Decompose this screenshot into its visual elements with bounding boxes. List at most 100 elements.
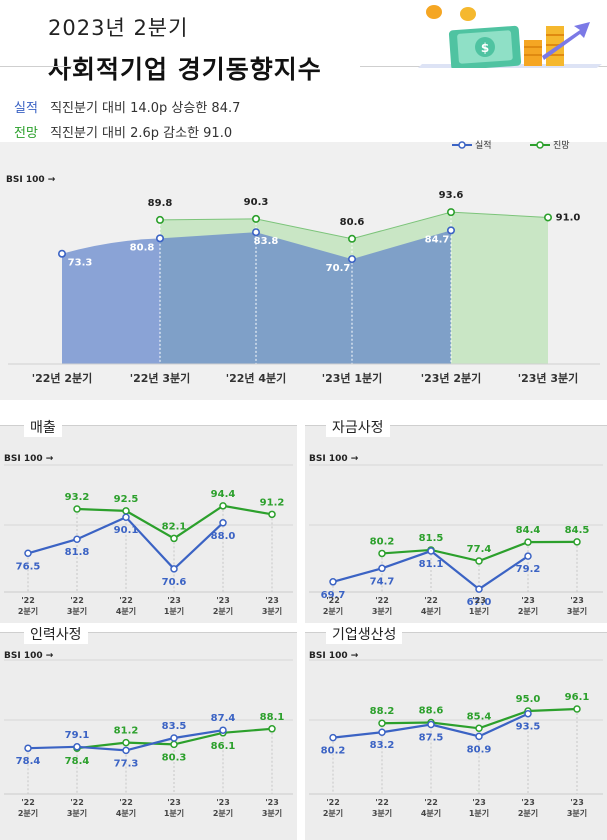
forecast-point xyxy=(524,538,532,546)
panel-sales-line xyxy=(0,425,297,426)
x-tick-label: 2분기 xyxy=(518,808,538,818)
x-tick-label: '22 xyxy=(326,596,340,605)
actual-value-label: 79.1 xyxy=(65,730,90,741)
x-tick-label: 3분기 xyxy=(67,808,87,818)
forecast-value-label: 85.4 xyxy=(467,711,492,722)
actual-point xyxy=(122,746,130,755)
forecast-value-label: 90.3 xyxy=(244,197,269,208)
actual-point xyxy=(475,585,483,593)
forecast-value-label: 77.4 xyxy=(467,544,492,555)
actual-value-label: 77.3 xyxy=(114,758,139,769)
panel-funds-chart: 80.2 81.5 77.4 84.4 84.5 69.7 74.7 81.1 67.0 79.2… xyxy=(309,464,603,616)
x-tick-label: 2분기 xyxy=(323,606,343,616)
actual-value-label: 73.3 xyxy=(68,258,93,269)
actual-point xyxy=(219,519,227,527)
actual-value-label: 78.4 xyxy=(16,756,41,767)
legend-actual-marker xyxy=(452,140,472,149)
panel-sales-title: 매출 xyxy=(24,417,62,437)
forecast-value-label: 91.2 xyxy=(260,497,285,508)
x-tick-label: '23 xyxy=(570,596,584,605)
forecast-value-label: 84.5 xyxy=(565,525,590,536)
forecast-point xyxy=(543,213,552,222)
actual-value-label: 83.8 xyxy=(254,236,279,247)
legend-actual: 실적 xyxy=(452,138,492,151)
forecast-point xyxy=(378,719,386,727)
x-tick-label: '22 xyxy=(119,596,133,605)
actual-point xyxy=(378,564,386,573)
panel-funds-title: 자금사정 xyxy=(326,417,390,437)
forecast-point xyxy=(170,534,178,543)
actual-point xyxy=(427,720,435,729)
x-tick-label: '23 xyxy=(472,798,486,807)
forecast-point xyxy=(122,738,130,747)
forecast-value-label: 84.4 xyxy=(516,525,541,536)
panel-production-bsi: BSI 100 → xyxy=(309,651,359,661)
panel-production-line xyxy=(305,632,607,633)
x-tick-label: 3분기 xyxy=(372,606,392,616)
x-tick-label: '23 xyxy=(472,596,486,605)
forecast-value-label: 91.0 xyxy=(556,212,581,223)
summary-actual-label: 실적 xyxy=(14,101,38,116)
actual-value-label: 83.5 xyxy=(162,721,187,732)
actual-point xyxy=(170,734,178,742)
x-tick-label: 2분기 xyxy=(213,606,233,616)
summary-actual-text: 직진분기 대비 14.0p 상승한 84.7 xyxy=(50,101,241,116)
x-tick-label: 3분기 xyxy=(567,808,587,818)
x-tick-label: '23 xyxy=(265,798,279,807)
panel-sales-bsi: BSI 100 → xyxy=(4,454,54,464)
actual-point xyxy=(73,743,81,751)
x-tick-label: 4분기 xyxy=(421,808,441,818)
legend-actual-label: 실적 xyxy=(475,141,492,151)
forecast-value-label: 93.6 xyxy=(439,190,464,201)
x-tick-label: 1분기 xyxy=(469,606,489,616)
actual-point xyxy=(156,234,165,243)
actual-point xyxy=(57,249,66,258)
actual-point xyxy=(252,228,261,237)
x-tick-label: '23 xyxy=(167,798,181,807)
x-tick-label: '23 xyxy=(216,596,230,605)
x-tick-label: '22 xyxy=(424,798,438,807)
x-tick-label: 4분기 xyxy=(116,606,136,616)
actual-value-label: 87.5 xyxy=(419,733,444,744)
forecast-value-label: 80.3 xyxy=(162,752,187,763)
actual-point xyxy=(24,549,32,558)
actual-value-label: 84.7 xyxy=(425,234,450,245)
x-tick-label: '23 xyxy=(216,798,230,807)
legend-forecast-marker xyxy=(530,140,550,149)
panel-funds-bsi: BSI 100 → xyxy=(309,454,359,464)
forecast-point xyxy=(378,549,386,558)
x-tick-label: 3분기 xyxy=(372,808,392,818)
forecast-value-label: 88.2 xyxy=(370,706,395,717)
forecast-point xyxy=(170,740,178,749)
actual-point xyxy=(170,565,178,573)
x-tick-label: '23 xyxy=(265,596,279,605)
x-tick-label: '23 xyxy=(570,798,584,807)
actual-value-label: 90.1 xyxy=(114,525,139,536)
actual-value-label: 80.9 xyxy=(467,744,492,755)
svg-text:$: $ xyxy=(481,41,489,55)
forecast-point xyxy=(347,234,356,243)
main-x-tick-label: '22년 3분기 xyxy=(130,371,191,385)
actual-value-label: 69.7 xyxy=(321,590,346,601)
actual-value-label: 83.2 xyxy=(370,740,395,751)
actual-value-label: 76.5 xyxy=(16,561,41,572)
header: 2023년 2분기 사회적기업 경기동향지수 $ xyxy=(0,0,607,90)
x-tick-label: '23 xyxy=(521,798,535,807)
panel-production-title: 기업생산성 xyxy=(326,624,403,644)
actual-point xyxy=(524,552,532,560)
main-x-tick-label: '23년 1분기 xyxy=(322,371,383,385)
report-period: 2023년 2분기 xyxy=(48,16,189,40)
x-tick-label: '22 xyxy=(21,798,35,807)
main-x-tick-label: '23년 3분기 xyxy=(518,371,579,385)
panel-sales-chart: 93.2 92.5 82.1 94.4 91.2 76.5 81.8 90.1 70.6 88.0… xyxy=(4,464,293,616)
actual-value-label: 81.8 xyxy=(65,547,90,558)
actual-point xyxy=(73,535,81,543)
panel-staff-bsi: BSI 100 → xyxy=(4,651,54,661)
summary-forecast-text: 직진분기 대비 2.6p 감소한 91.0 xyxy=(50,126,233,141)
panel-staff-title: 인력사정 xyxy=(24,624,88,644)
actual-value-label: 88.0 xyxy=(211,531,236,542)
forecast-point xyxy=(446,208,455,217)
page-title: 사회적기업 경기동향지수 xyxy=(48,55,322,84)
x-tick-label: 1분기 xyxy=(469,808,489,818)
header-divider-left xyxy=(0,66,72,67)
